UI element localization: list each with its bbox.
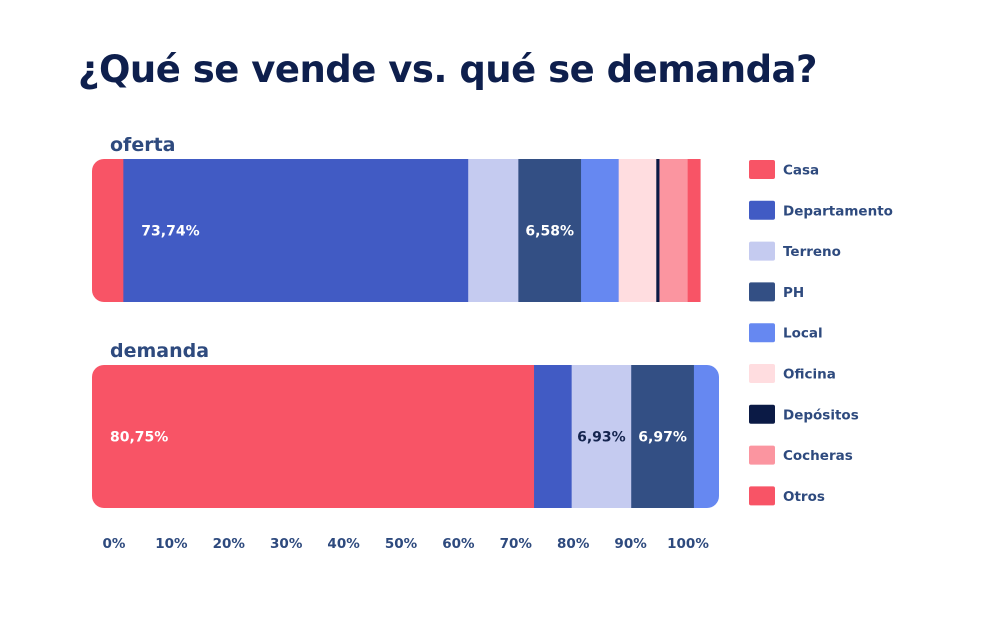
legend-item-departamento: Departamento <box>749 200 893 220</box>
x-tick-label: 50% <box>385 536 418 552</box>
bars-layer: oferta demanda 73,74% 6,58% 80,75% 6,93% 6,97% <box>92 134 726 508</box>
bar-row-demanda <box>92 365 726 508</box>
data-label-oferta-ph: 6,58% <box>525 224 574 240</box>
legend-swatch <box>749 364 775 383</box>
x-tick-label: 60% <box>442 536 475 552</box>
legend-label: Local <box>783 326 823 342</box>
data-label-oferta-departamento: 73,74% <box>141 224 199 240</box>
bar-segment-oferta-cocheras <box>659 159 689 302</box>
x-tick-label: 70% <box>500 536 533 552</box>
row-label-oferta: oferta <box>110 134 175 156</box>
x-axis-ticks: 0% 10% 20% 30% 40% 50% 60% 70% 80% 90% 100% <box>103 536 710 552</box>
x-tick-label: 0% <box>103 536 126 552</box>
bar-segment-oferta-depositos <box>656 159 660 302</box>
legend-label: Oficina <box>783 367 836 383</box>
bar-row-oferta <box>92 159 701 302</box>
legend-label: Departamento <box>783 203 893 219</box>
bar-segment-oferta-local <box>581 159 620 302</box>
legend-item-otros: Otros <box>749 486 825 506</box>
data-label-demanda-casa: 80,75% <box>110 430 168 446</box>
bar-segment-oferta-oficina <box>618 159 657 302</box>
legend-item-local: Local <box>749 323 823 343</box>
legend-label: PH <box>783 285 804 301</box>
x-tick-label: 40% <box>327 536 360 552</box>
bar-segment-demanda-otros <box>719 365 726 508</box>
legend-swatch <box>749 486 775 506</box>
legend-item-depositos: Depósitos <box>749 404 859 424</box>
bar-segment-demanda-local <box>693 365 719 508</box>
legend: Casa Departamento Terreno PH Local Oficina Dep… <box>749 160 893 506</box>
legend-swatch <box>749 323 775 343</box>
legend-item-oficina: Oficina <box>749 364 836 383</box>
legend-swatch <box>749 160 775 179</box>
row-label-demanda: demanda <box>110 340 209 362</box>
legend-item-cocheras: Cocheras <box>749 445 853 465</box>
bar-segment-oferta-departamento <box>123 159 469 302</box>
legend-swatch <box>749 200 775 220</box>
bar-segment-oferta-casa <box>92 159 124 302</box>
bar-segment-demanda-casa <box>92 365 535 508</box>
legend-item-casa: Casa <box>749 160 819 179</box>
legend-swatch <box>749 241 775 261</box>
x-tick-label: 20% <box>213 536 246 552</box>
legend-swatch <box>749 445 775 465</box>
legend-label: Depósitos <box>783 407 859 423</box>
bar-segment-oferta-terreno <box>468 159 519 302</box>
bar-segment-oferta-otros <box>687 159 701 302</box>
legend-label: Casa <box>783 163 819 179</box>
legend-item-ph: PH <box>749 282 804 302</box>
legend-item-terreno: Terreno <box>749 241 841 261</box>
legend-swatch <box>749 404 775 424</box>
bar-segment-demanda-departamento <box>534 365 573 508</box>
x-tick-label: 10% <box>155 536 188 552</box>
x-tick-label: 90% <box>614 536 647 552</box>
legend-swatch <box>749 282 775 302</box>
chart-title: ¿Qué se vende vs. qué se demanda? <box>78 48 817 91</box>
bar-segment-demanda-terreno <box>571 365 632 508</box>
legend-label: Terreno <box>783 244 841 260</box>
legend-label: Cocheras <box>783 448 853 464</box>
x-tick-label: 30% <box>270 536 303 552</box>
bar-segment-demanda-ph <box>631 365 695 508</box>
bar-segment-oferta-ph <box>518 159 582 302</box>
x-tick-label: 100% <box>667 536 709 552</box>
data-label-demanda-terreno: 6,93% <box>577 430 626 446</box>
data-label-demanda-ph: 6,97% <box>638 430 687 446</box>
legend-label: Otros <box>783 489 825 505</box>
x-tick-label: 80% <box>557 536 590 552</box>
